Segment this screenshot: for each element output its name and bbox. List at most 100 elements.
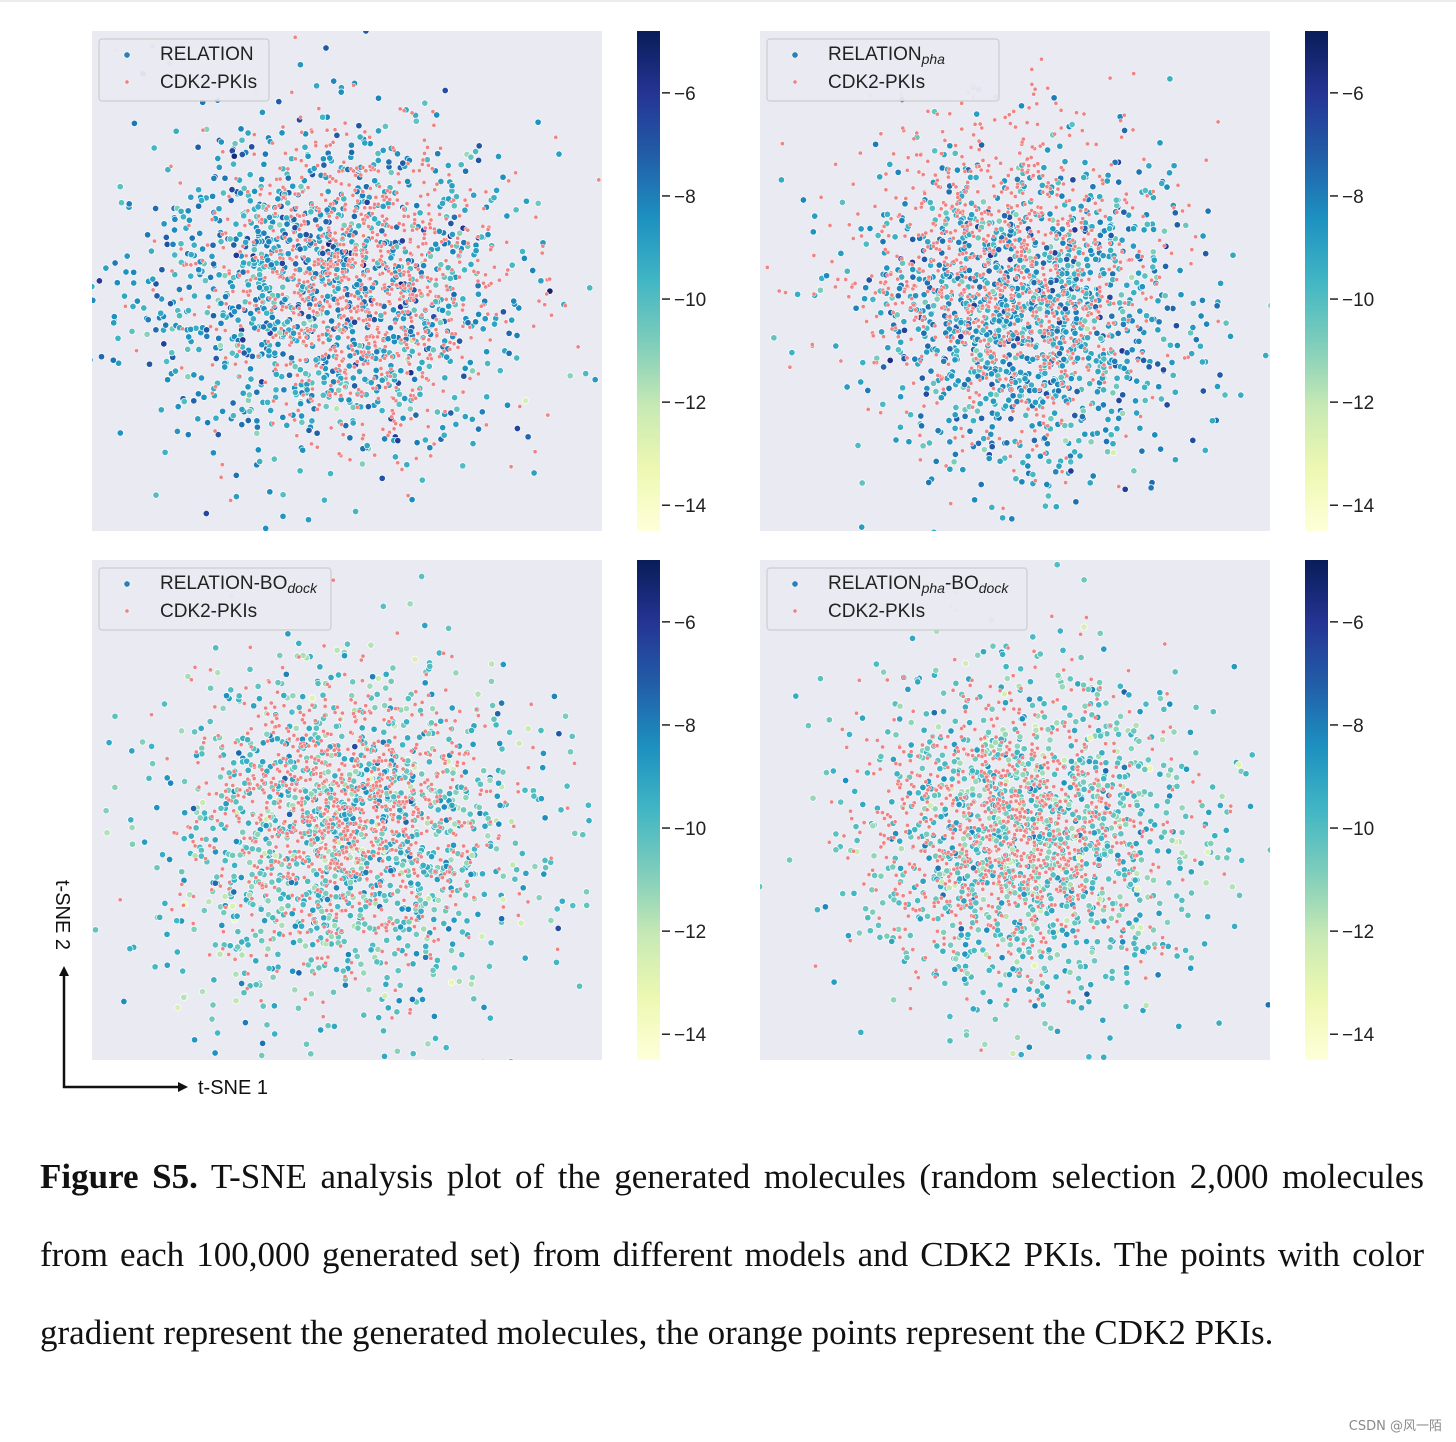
reference-point xyxy=(1020,334,1026,340)
generated-point xyxy=(1096,231,1104,239)
reference-point xyxy=(364,334,370,340)
reference-point xyxy=(870,333,876,339)
reference-point xyxy=(1086,212,1092,217)
generated-point xyxy=(1198,296,1206,304)
generated-point xyxy=(968,211,976,219)
reference-point xyxy=(387,197,393,202)
generated-point xyxy=(253,423,261,431)
reference-point xyxy=(380,338,386,343)
reference-point xyxy=(1015,224,1021,230)
reference-point xyxy=(341,313,347,319)
reference-point xyxy=(367,164,373,169)
reference-point xyxy=(428,356,434,362)
reference-point xyxy=(333,356,339,362)
reference-point xyxy=(971,320,977,325)
reference-point xyxy=(939,287,944,293)
generated-point xyxy=(973,110,981,118)
generated-point xyxy=(1050,94,1058,102)
reference-point xyxy=(411,297,416,303)
reference-point xyxy=(228,498,233,503)
reference-point xyxy=(460,324,466,329)
reference-point xyxy=(475,258,481,263)
reference-point xyxy=(355,198,361,204)
generated-point xyxy=(1226,332,1235,340)
reference-point xyxy=(1048,267,1053,273)
generated-point xyxy=(378,407,386,415)
reference-point xyxy=(1081,197,1087,203)
reference-point xyxy=(425,20,429,24)
generated-point xyxy=(865,276,873,284)
reference-point xyxy=(407,273,412,278)
generated-point xyxy=(418,358,426,366)
reference-point xyxy=(352,208,357,214)
reference-point xyxy=(344,131,350,137)
generated-point xyxy=(313,870,321,878)
reference-point xyxy=(1106,321,1111,326)
generated-point xyxy=(1106,215,1114,223)
generated-point xyxy=(483,348,491,356)
generated-point xyxy=(208,252,216,260)
generated-point xyxy=(140,304,148,312)
reference-point xyxy=(427,352,433,358)
reference-point xyxy=(248,277,253,283)
reference-point xyxy=(208,324,213,329)
generated-point xyxy=(1104,171,1112,179)
generated-point xyxy=(945,384,953,392)
generated-point xyxy=(1072,498,1080,506)
generated-point xyxy=(1203,320,1211,328)
generated-point xyxy=(510,297,518,305)
reference-point xyxy=(976,138,982,144)
reference-point xyxy=(372,201,377,207)
reference-point xyxy=(442,409,448,414)
reference-point xyxy=(315,163,321,168)
generated-point xyxy=(92,357,94,363)
reference-point xyxy=(1077,320,1083,326)
reference-point xyxy=(1063,480,1068,485)
generated-point xyxy=(999,514,1007,522)
reference-point xyxy=(420,219,426,225)
generated-point xyxy=(547,916,555,925)
reference-point xyxy=(1019,244,1024,250)
generated-point xyxy=(323,309,331,317)
generated-point xyxy=(361,375,369,383)
reference-point xyxy=(1060,216,1065,222)
reference-point xyxy=(422,137,427,143)
generated-point xyxy=(521,397,530,405)
reference-point xyxy=(1058,248,1064,254)
generated-point xyxy=(1099,252,1107,260)
generated-point xyxy=(1115,414,1123,422)
generated-point xyxy=(524,725,532,733)
reference-point xyxy=(300,296,306,302)
reference-point xyxy=(945,269,951,274)
reference-point xyxy=(303,163,309,168)
colorbar-tick-label: −12 xyxy=(1342,393,1374,414)
generated-point xyxy=(1107,431,1115,439)
generated-point xyxy=(1111,158,1119,166)
generated-point xyxy=(1121,126,1129,135)
reference-point xyxy=(391,396,396,401)
reference-point xyxy=(947,111,953,117)
generated-point xyxy=(1199,387,1207,395)
reference-point xyxy=(993,357,999,363)
reference-point xyxy=(888,271,894,277)
generated-point xyxy=(279,413,287,421)
generated-point xyxy=(467,260,475,268)
generated-point xyxy=(173,427,181,435)
generated-point xyxy=(353,281,361,289)
reference-point xyxy=(344,298,349,304)
generated-point xyxy=(163,961,171,969)
reference-point xyxy=(879,229,885,234)
generated-point xyxy=(4,429,10,435)
generated-point xyxy=(241,298,249,306)
reference-point xyxy=(358,286,364,292)
reference-point xyxy=(348,343,354,349)
generated-point xyxy=(479,325,487,333)
reference-point xyxy=(362,205,368,211)
generated-point xyxy=(1177,291,1185,299)
reference-point xyxy=(827,223,833,228)
reference-point xyxy=(977,228,982,233)
reference-point xyxy=(320,340,326,346)
generated-point xyxy=(83,300,89,306)
reference-point xyxy=(403,332,408,338)
generated-point xyxy=(361,139,369,147)
